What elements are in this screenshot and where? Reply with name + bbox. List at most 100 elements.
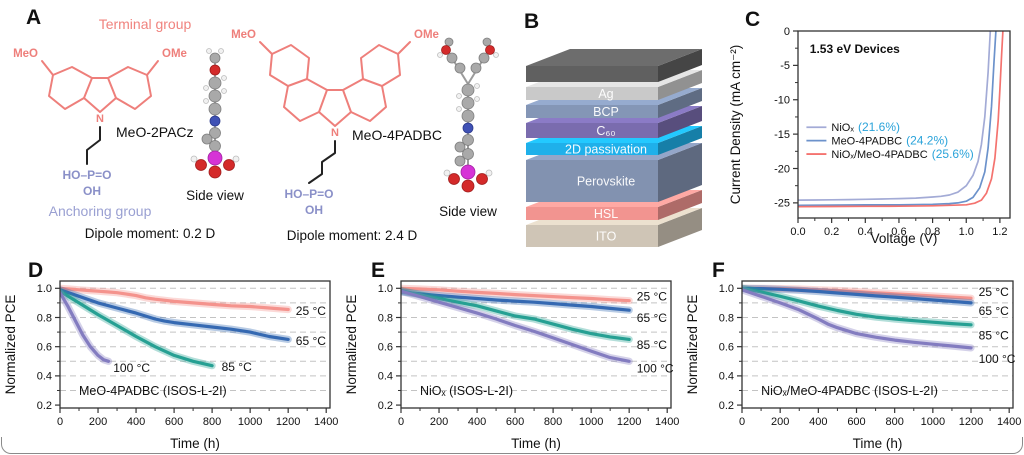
legend-entry-nio-meo-4padbc: NiOₓ/MeO-4PADBC (25.6%) (831, 147, 973, 161)
chart-title: 1.53 eV Devices (810, 42, 900, 56)
curve-label-25-c: 25 °C (979, 285, 1009, 299)
x-tick-label: 200 (771, 416, 789, 428)
layer-label-ito: ITO (596, 230, 617, 244)
x-axis-label: Time (h) (511, 436, 561, 451)
axis-frame (59, 280, 331, 409)
curve-label-25-c: 25 °C (637, 289, 667, 303)
meo-label: MeO (231, 29, 256, 41)
ome-label: OMe (414, 29, 439, 41)
legend-entry-nio: NiOₓ (21.6%) (831, 120, 900, 134)
axis-frame (400, 280, 672, 409)
phosphonic-label: HO–P=O (284, 187, 333, 201)
molecule2-name: MeO-4PADBC (352, 127, 442, 143)
x-tick-label: 0 (398, 416, 404, 428)
series-25-c (60, 286, 290, 312)
x-axis-label: Time (h) (170, 436, 220, 451)
series-100-c (742, 288, 973, 350)
benzene-ring-right (107, 66, 152, 110)
layer-side-bcp (658, 88, 702, 118)
series-group (401, 284, 633, 365)
curve-label-85-c: 85 °C (222, 360, 252, 374)
y-tick-label: 0.8 (37, 312, 52, 324)
curve-label-65-c: 65 °C (979, 304, 1009, 318)
series-group (742, 284, 975, 352)
y-tick-label: 0.8 (378, 312, 393, 324)
x-tick-label: 0 (739, 416, 745, 428)
y-tick-label: 0.4 (378, 371, 393, 383)
layer-side-perovskite (658, 143, 702, 202)
panel-e: E 0 200 400 600 800 1000 1200 1400 0.2 0.4 0.6 0.8 1… (341, 255, 682, 455)
series-nio-meo-4padbc (798, 31, 1004, 208)
series-85-c (60, 289, 214, 368)
y-tick-label: -20 (774, 163, 790, 175)
molecule-meo-4padbc-structure: MeO OMe N HO–P=O OH MeO-4PADBC Dipole mo… (231, 29, 442, 243)
series-65-c (60, 288, 290, 342)
layer-front-ito (526, 225, 658, 247)
layer-front-cap (526, 66, 658, 82)
series-group (60, 284, 292, 370)
series-meo-4padbc (798, 31, 997, 207)
x-tick-label: 400 (468, 416, 486, 428)
ring-left-a (283, 78, 328, 122)
side-view-label-2: Side view (439, 204, 497, 219)
y-tick-label: 0 (784, 26, 790, 38)
x-tick-label: 0.2 (824, 226, 839, 238)
alkyl-chain (86, 126, 101, 165)
dipole-moment-1: Dipole moment: 0.2 D (85, 226, 216, 241)
layer-label-perovskite: Perovskite (577, 175, 635, 189)
y-tick-label: 0.2 (719, 400, 734, 412)
panel-letter-a: A (26, 6, 42, 29)
y-tick-label: 0.4 (37, 371, 52, 383)
pyrrole-ring (83, 77, 117, 113)
y-tick-label: -15 (774, 129, 790, 141)
layer-label-ag: Ag (598, 87, 613, 101)
x-tick-label: 1200 (276, 416, 300, 428)
series-85-c (401, 288, 631, 342)
y-axis-label: Normalized PCE (685, 295, 700, 395)
ring-right-b (360, 44, 401, 87)
series-nio (798, 31, 992, 201)
curve-label-65-c: 65 °C (637, 311, 667, 325)
chart-corner-label: NiOₓ/MeO-4PADBC (ISOS-L-2I) (761, 384, 938, 398)
y-tick-label: 0.8 (719, 312, 734, 324)
x-tick-label: 0.6 (891, 226, 906, 238)
panel-b-canvas: ITO HSL Perovskite 2D passivation C₆₀ BCP Ag (526, 49, 702, 247)
panel-a: A Terminal group MeO OMe N HO–P=O OH MeO… (0, 0, 510, 255)
panel-letter-b: B (524, 10, 540, 33)
x-tick-label: 400 (809, 416, 827, 428)
layer-label-hsl: HSL (594, 207, 618, 221)
nitrogen-label: N (331, 127, 339, 139)
y-tick-label: 1.0 (37, 283, 52, 295)
device-stack: ITO HSL Perovskite 2D passivation C₆₀ BCP Ag (526, 49, 702, 247)
x-tick-label: 600 (165, 416, 183, 428)
panel-d: D 0 200 400 600 800 1000 1200 1400 0.2 0.4 0.6 0.8 1… (0, 255, 341, 455)
panel-letter-d: D (28, 259, 44, 282)
methoxy-bond-left (41, 60, 54, 76)
series-65-c (742, 286, 973, 305)
layer-front-ag (526, 87, 658, 100)
x-tick-label: 1400 (997, 416, 1021, 428)
x-tick-label: 0.8 (925, 226, 940, 238)
x-axis-label: Time (h) (853, 436, 903, 451)
layer-front-2d-passivation (526, 143, 658, 155)
series-100-c (401, 289, 631, 363)
y-tick-label: 0.6 (37, 341, 52, 353)
curve-label-100-c: 100 °C (979, 352, 1016, 366)
hydroxyl-label: OH (83, 184, 101, 198)
y-tick-label: 0.2 (378, 400, 393, 412)
x-tick-label: 200 (89, 416, 107, 428)
layer-label-bcp: BCP (593, 105, 619, 119)
layer-side-cap (658, 49, 702, 82)
x-tick-label: 1200 (617, 416, 641, 428)
panel-c: C 0.0 0.2 0.4 0.6 0.8 1.0 1.2 0 -5 -10 -15 -20 -25 Vo… (725, 0, 1024, 255)
panel-a-canvas: Terminal group MeO OMe N HO–P=O OH MeO-2… (13, 16, 499, 243)
molecule-3d-meo-2pacz: Side view (186, 48, 244, 203)
panel-letter-c: C (745, 8, 761, 31)
x-tick-label: 200 (430, 416, 448, 428)
panel-b: B ITO HSL Perovskite 2D passivation C₆₀ BCP Ag (510, 0, 725, 255)
chart-corner-label: NiOₓ (ISOS-L-2I) (420, 384, 513, 398)
curve-label-85-c: 85 °C (637, 338, 667, 352)
x-tick-label: 800 (544, 416, 562, 428)
series-group (798, 31, 1004, 208)
